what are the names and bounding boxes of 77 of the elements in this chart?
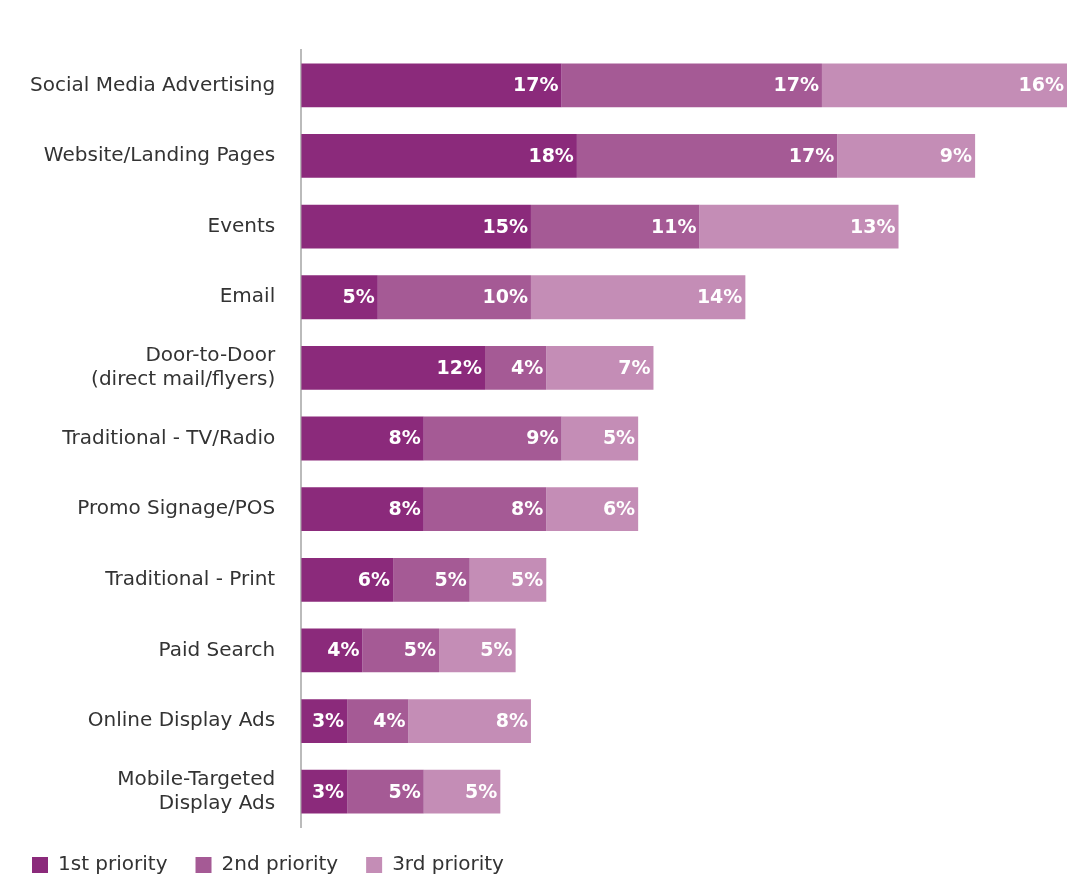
bar (301, 416, 424, 461)
bar (485, 345, 547, 390)
y-tick-label: Events (207, 212, 276, 237)
y-tick-label: Email (219, 283, 276, 308)
data-label: 8% (388, 426, 421, 449)
legend-label: 1st priority (58, 851, 168, 876)
data-label: 9% (939, 143, 973, 166)
legend-label: 2nd priority (221, 851, 339, 876)
bar (530, 275, 746, 320)
bar (408, 699, 531, 743)
data-label: 18% (528, 143, 574, 166)
bar (301, 204, 531, 249)
data-label: 4% (511, 355, 544, 378)
bar (576, 134, 838, 178)
bar (301, 487, 424, 532)
y-tick-label: Paid Search (158, 636, 276, 661)
data-label: 5% (342, 285, 375, 308)
data-label: 12% (436, 355, 482, 378)
bar (469, 557, 547, 602)
y-tick-label: Traditional - Print (104, 565, 276, 590)
y-tick-label: Promo Signage/POS (77, 495, 276, 520)
y-tick-label: Online Display Ads (87, 707, 276, 732)
data-label: 17% (788, 143, 835, 166)
bar (699, 204, 899, 249)
bar (423, 487, 547, 532)
data-label: 8% (511, 497, 544, 520)
bar (362, 628, 440, 673)
legend-label: 3rd priority (392, 851, 505, 876)
data-label: 3% (311, 708, 345, 731)
data-label: 11% (650, 214, 697, 237)
data-label: 10% (482, 285, 528, 308)
data-label: 14% (696, 285, 743, 308)
data-label: 6% (602, 497, 636, 520)
data-label: 5% (434, 567, 467, 590)
bar (821, 63, 1067, 108)
y-tick-label: Social Media Advertising (30, 71, 276, 96)
bar (423, 416, 562, 461)
data-label: 5% (602, 426, 636, 449)
data-label: 6% (357, 567, 391, 590)
data-label: 3% (311, 779, 345, 802)
data-label: 7% (618, 355, 651, 378)
y-tick-label: Website/Landing Pages (43, 142, 276, 167)
data-label: 17% (513, 73, 559, 96)
data-label: 13% (850, 214, 896, 237)
data-label: 4% (327, 638, 360, 661)
data-label: 5% (480, 638, 513, 661)
bar (530, 204, 700, 249)
bar (347, 699, 409, 743)
data-label: 4% (373, 708, 406, 731)
bar (546, 487, 639, 532)
data-label: 17% (773, 73, 819, 96)
data-label: 5% (403, 638, 437, 661)
bar (439, 628, 516, 673)
bar (393, 557, 470, 602)
bar (546, 345, 654, 390)
bar (301, 275, 378, 320)
bar (423, 769, 501, 814)
bar (377, 275, 531, 320)
data-label: 8% (495, 708, 528, 731)
bar (347, 769, 424, 814)
bar (837, 134, 976, 178)
y-tick-label: Door-to-Door (direct mail/flyers) (91, 342, 276, 391)
data-label: 5% (388, 779, 421, 802)
data-label: 5% (511, 567, 544, 590)
data-label: 15% (482, 214, 528, 237)
bar (301, 63, 562, 108)
bar (301, 557, 394, 602)
bar (301, 134, 577, 178)
data-label: 9% (526, 426, 559, 449)
bar (301, 345, 485, 390)
y-tick-label: Mobile-Targeted Display Ads (117, 765, 276, 814)
bar (561, 416, 639, 461)
bar (561, 63, 822, 108)
data-label: 5% (465, 779, 498, 802)
data-label: 8% (388, 497, 421, 520)
data-label: 16% (1018, 73, 1064, 96)
y-tick-label: Traditional - TV/Radio (61, 424, 276, 449)
